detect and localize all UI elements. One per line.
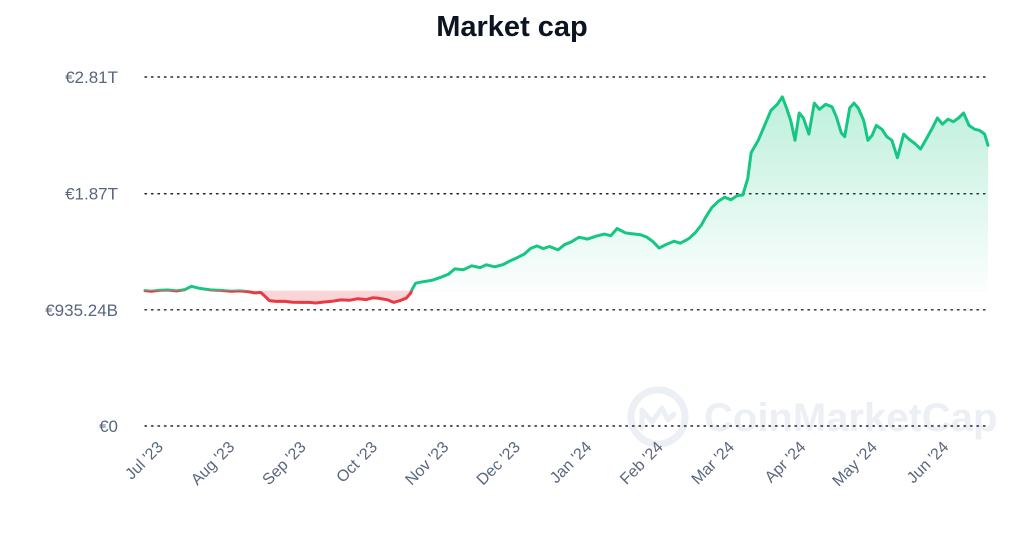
y-tick-label: €2.81T xyxy=(65,68,118,87)
x-tick-label: Apr '24 xyxy=(762,439,810,487)
area-fill xyxy=(145,96,988,303)
watermark: CoinMarketCap xyxy=(627,386,997,448)
x-tick-label: Mar '24 xyxy=(689,439,738,488)
series-line-down xyxy=(143,290,414,305)
chart-title: Market cap xyxy=(436,11,588,43)
x-tick-label: Dec '23 xyxy=(474,439,524,489)
x-tick-label: Nov '23 xyxy=(402,439,452,489)
x-tick-label: Jun '24 xyxy=(904,439,952,487)
series-line-up xyxy=(143,95,990,291)
area-fill-up xyxy=(145,96,988,291)
x-tick-label: Jul '23 xyxy=(122,439,166,483)
x-tick-label: Feb '24 xyxy=(617,439,666,488)
x-axis-labels: Jul '23 Aug '23 Sep '23 Oct '23 Nov '23 Dec '… xyxy=(122,439,952,490)
series-line xyxy=(143,95,990,305)
y-tick-label: €935.24B xyxy=(45,301,118,320)
y-tick-label: €0 xyxy=(99,417,118,436)
x-tick-label: Jan '24 xyxy=(547,439,595,487)
x-tick-label: May '24 xyxy=(830,439,881,490)
y-axis-labels: €2.81T €1.87T €935.24B €0 xyxy=(45,68,118,436)
y-tick-label: €1.87T xyxy=(65,185,118,204)
x-tick-label: Sep '23 xyxy=(260,439,310,489)
x-tick-label: Aug '23 xyxy=(188,439,238,489)
coinmarketcap-logo-icon xyxy=(627,386,689,448)
watermark-text: CoinMarketCap xyxy=(704,396,997,440)
x-tick-label: Oct '23 xyxy=(334,439,382,487)
